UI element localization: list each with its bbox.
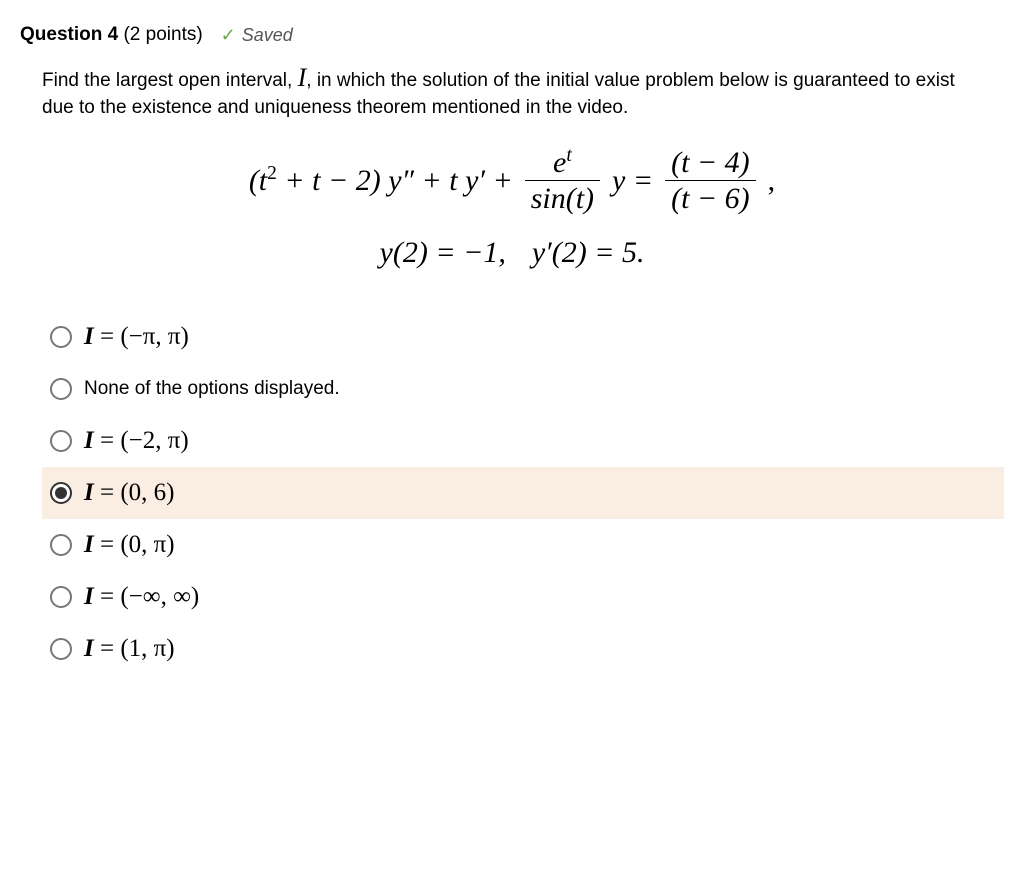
option-label: I = (−∞, ∞) bbox=[84, 583, 199, 611]
equation-initial-conditions: y(2) = −1, y′(2) = 5. bbox=[20, 229, 1004, 277]
option-label: I = (0, 6) bbox=[84, 479, 174, 507]
check-icon: ✓ bbox=[221, 25, 236, 46]
eq-ic2: y′(2) = 5. bbox=[532, 229, 645, 277]
option-row[interactable]: I = (0, π) bbox=[42, 519, 1004, 571]
eq-frac1-num: et bbox=[547, 147, 578, 181]
equation-block: (t2 + t − 2) y″ + t y′ + et sin(t) y = (… bbox=[20, 147, 1004, 277]
prompt-part1: Find the largest open interval, bbox=[42, 70, 298, 91]
radio-button[interactable] bbox=[50, 482, 72, 504]
radio-button[interactable] bbox=[50, 586, 72, 608]
eq-frac1-den: sin(t) bbox=[525, 180, 600, 215]
radio-button[interactable] bbox=[50, 638, 72, 660]
saved-indicator: ✓ Saved bbox=[221, 25, 293, 46]
option-row[interactable]: None of the options displayed. bbox=[42, 363, 1004, 415]
question-label: Question 4 bbox=[20, 24, 118, 45]
radio-button[interactable] bbox=[50, 534, 72, 556]
radio-button[interactable] bbox=[50, 326, 72, 348]
saved-label: Saved bbox=[242, 25, 293, 46]
option-row[interactable]: I = (−∞, ∞) bbox=[42, 571, 1004, 623]
eq-frac1-e: e bbox=[553, 146, 566, 179]
option-label: I = (0, π) bbox=[84, 531, 175, 559]
question-prompt: Find the largest open interval, I, in wh… bbox=[42, 60, 962, 121]
options-list: I = (−π, π) None of the options displayed… bbox=[42, 311, 1004, 675]
question-number: Question 4 (2 points) bbox=[20, 24, 203, 46]
radio-button[interactable] bbox=[50, 378, 72, 400]
option-label: I = (−2, π) bbox=[84, 427, 189, 455]
eq-frac1-exp: t bbox=[566, 145, 571, 166]
interval-symbol: I bbox=[298, 63, 307, 92]
eq-lhs: (t2 + t − 2) y″ + t y′ + bbox=[249, 157, 513, 205]
eq-frac2-den: (t − 6) bbox=[665, 180, 756, 215]
eq-lhs-poly: (t bbox=[249, 164, 267, 197]
eq-lhs-rest: + t − 2) y″ + t y′ + bbox=[277, 164, 513, 197]
eq-ic1: y(2) = −1, bbox=[380, 229, 506, 277]
radio-button[interactable] bbox=[50, 430, 72, 452]
option-row[interactable]: I = (−2, π) bbox=[42, 415, 1004, 467]
option-row[interactable]: I = (−π, π) bbox=[42, 311, 1004, 363]
equation-main: (t2 + t − 2) y″ + t y′ + et sin(t) y = (… bbox=[20, 147, 1004, 215]
eq-lhs-exp: 2 bbox=[267, 163, 277, 184]
eq-trailing-comma: , bbox=[768, 157, 776, 205]
option-label: I = (1, π) bbox=[84, 635, 175, 663]
eq-frac1: et sin(t) bbox=[525, 147, 600, 215]
question-points: (2 points) bbox=[123, 24, 202, 45]
option-label: I = (−π, π) bbox=[84, 323, 189, 351]
option-row[interactable]: I = (0, 6) bbox=[42, 467, 1004, 519]
eq-frac2: (t − 4) (t − 6) bbox=[665, 147, 756, 215]
option-label: None of the options displayed. bbox=[84, 378, 340, 400]
question-header: Question 4 (2 points) ✓ Saved bbox=[20, 24, 1004, 46]
eq-frac2-num: (t − 4) bbox=[665, 147, 756, 181]
eq-mid: y = bbox=[612, 157, 653, 205]
option-row[interactable]: I = (1, π) bbox=[42, 623, 1004, 675]
